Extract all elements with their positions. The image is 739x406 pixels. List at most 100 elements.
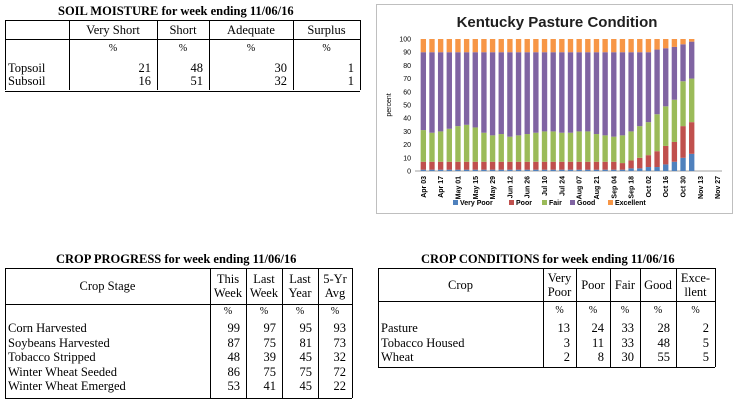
bar-segment-fair <box>446 128 452 162</box>
y-tick-label: 20 <box>403 142 411 149</box>
bar-segment-poor <box>515 161 522 170</box>
table-cell: 21 <box>138 61 152 75</box>
bar-segment-excellent <box>455 39 461 53</box>
bar-segment-good <box>637 52 643 127</box>
bar-segment-poor <box>628 160 634 169</box>
bar-segment-fair <box>507 136 513 162</box>
table-header-rule <box>378 301 715 302</box>
table-cell: 99 <box>227 321 241 335</box>
legend-label: Fair <box>549 200 562 207</box>
bar-segment-very-poor <box>524 169 530 171</box>
legend-swatch <box>453 200 458 205</box>
unit-label: % <box>259 306 269 317</box>
table-cell: 24 <box>591 321 605 335</box>
table-column-rule <box>293 20 294 90</box>
table-column-rule <box>5 268 6 398</box>
table-column-rule <box>318 268 319 398</box>
table-column-rule <box>576 268 577 367</box>
table-column-rule <box>378 268 379 367</box>
chart-ylabel: percent <box>386 93 393 116</box>
table-cell: 73 <box>333 335 347 350</box>
unit-label: % <box>246 43 256 54</box>
bar-segment-poor <box>576 161 582 170</box>
bar-segment-poor <box>611 161 617 170</box>
table-cell: 45 <box>299 350 313 365</box>
bar-segment-fair <box>628 131 634 161</box>
x-tick-label: Aug 07 <box>577 176 584 199</box>
bar-segment-good <box>585 52 591 132</box>
bar-segment-good <box>576 52 582 132</box>
bar-segment-poor <box>680 126 686 158</box>
bar-segment-fair <box>663 106 669 146</box>
crop-progress-title: CROP PROGRESS for week ending 11/06/16 <box>56 252 297 266</box>
table-column-rule <box>210 268 211 398</box>
table-cell: 33 <box>621 335 635 350</box>
table-cell: 1 <box>347 61 354 75</box>
column-header: Exce-llent <box>676 268 715 301</box>
bar-segment-poor <box>585 161 591 170</box>
bar-segment-excellent <box>645 39 652 53</box>
soil-bottom-rule <box>5 91 360 92</box>
bar-segment-excellent <box>559 39 565 53</box>
table-column-rule <box>157 20 158 90</box>
row-label: Wheat <box>381 350 414 365</box>
bar-segment-excellent <box>498 39 504 53</box>
bar-segment-poor <box>602 161 608 170</box>
bar-segment-very-poor <box>654 167 660 171</box>
bar-segment-good <box>628 52 634 132</box>
bar-segment-very-poor <box>663 164 669 171</box>
bar-segment-poor <box>671 141 678 162</box>
table-cell: 97 <box>263 321 277 335</box>
bar-segment-very-poor <box>420 169 427 171</box>
bar-segment-poor <box>489 161 496 170</box>
table-cell: 39 <box>263 350 277 365</box>
bar-segment-very-poor <box>680 157 686 171</box>
table-column-rule <box>610 268 611 367</box>
bar-segment-fair <box>515 135 522 162</box>
bar-segment-good <box>507 52 513 137</box>
bar-segment-very-poor <box>437 169 444 171</box>
table-top-rule <box>378 268 715 269</box>
bar-segment-good <box>455 52 461 127</box>
x-tick-label: May 15 <box>473 176 480 199</box>
column-header: Last Year <box>282 268 318 304</box>
column-header-line: Exce- <box>680 270 711 285</box>
bar-segment-very-poor <box>429 169 435 171</box>
bar-segment-fair <box>463 124 470 162</box>
x-tick-label: Apr 03 <box>421 176 428 198</box>
bar-segment-excellent <box>689 39 695 42</box>
bar-segment-good <box>524 52 530 135</box>
table-cell: 13 <box>557 321 571 335</box>
bar-segment-very-poor <box>515 169 522 171</box>
row-label: Winter Wheat Seeded <box>8 364 117 379</box>
bar-segment-poor <box>593 161 600 170</box>
column-header-line: Poor <box>547 284 572 299</box>
bar-segment-very-poor <box>585 169 591 171</box>
row-label: Tobacco Housed <box>381 335 465 350</box>
y-tick-label: 60 <box>403 89 411 96</box>
row-label: Soybeans Harvested <box>8 335 110 350</box>
column-header-line: Very <box>547 270 572 285</box>
table-column-rule <box>715 268 716 367</box>
table-bottom-rule <box>378 367 715 368</box>
table-cell: 95 <box>299 321 313 335</box>
bar-segment-good <box>663 48 669 107</box>
bar-segment-fair <box>680 81 686 127</box>
bar-segment-very-poor <box>455 169 461 171</box>
legend-swatch <box>509 200 514 205</box>
bar-segment-excellent <box>472 39 478 53</box>
bar-segment-very-poor <box>619 169 626 171</box>
column-header-line: Week <box>213 286 243 300</box>
table-top-rule <box>5 268 352 269</box>
column-header-line: 5-Yr <box>323 272 347 286</box>
x-tick-label: May 01 <box>455 176 462 199</box>
unit-label: % <box>108 43 118 54</box>
bar-segment-very-poor <box>463 169 470 171</box>
bar-segment-good <box>550 52 556 132</box>
bar-segment-fair <box>654 114 660 152</box>
y-tick-label: 50 <box>403 103 411 110</box>
bar-segment-excellent <box>541 39 548 53</box>
bar-segment-excellent <box>680 39 686 45</box>
soil-moisture-title: SOIL MOISTURE for week ending 11/06/16 <box>58 4 294 18</box>
bar-segment-fair <box>567 132 574 162</box>
